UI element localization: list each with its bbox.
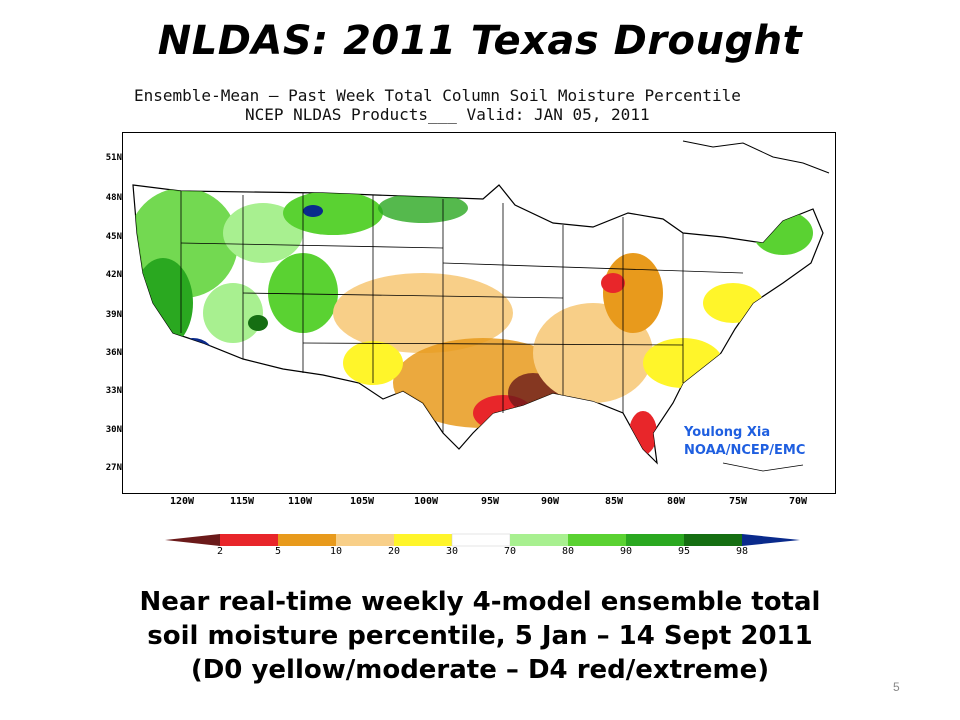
colorbar-swatch: [626, 534, 684, 546]
lon-label: 80W: [666, 496, 686, 507]
map-graphic: [132, 140, 830, 472]
caption-line3: (D0 yellow/moderate – D4 red/extreme): [190, 655, 770, 685]
colorbar-swatch: [394, 534, 452, 546]
colorbar-label: 80: [561, 546, 575, 557]
colorbar-label: 2: [216, 546, 224, 557]
lat-label: 36N: [105, 348, 122, 358]
colorbar-label: 95: [677, 546, 691, 557]
map-header-line2: NCEP NLDAS Products___ Valid: JAN 05, 20…: [245, 105, 650, 124]
lon-label: 90W: [540, 496, 560, 507]
colorbar-swatch: [568, 534, 626, 546]
colorbar-label: 98: [735, 546, 749, 557]
map-header: Ensemble-Mean — Past Week Total Column S…: [130, 86, 830, 124]
map-header-line1: Ensemble-Mean — Past Week Total Column S…: [134, 86, 741, 105]
colorbar-swatch: [220, 534, 278, 546]
slide-caption: Near real-time weekly 4-model ensemble t…: [40, 585, 920, 687]
lat-label: 45N: [105, 232, 122, 242]
colorbar-swatch: [336, 534, 394, 546]
lat-label: 33N: [105, 386, 122, 396]
colorbar-arrow-min: [165, 534, 220, 546]
colorbar-arrow-max: [742, 534, 800, 546]
colorbar-label: 30: [445, 546, 459, 557]
lat-label: 27N: [105, 463, 122, 473]
caption-line2: soil moisture percentile, 5 Jan – 14 Sep…: [147, 621, 813, 651]
soil-moisture-map: [122, 132, 836, 494]
slide-title: NLDAS: 2011 Texas Drought: [157, 18, 803, 64]
lon-label: 70W: [788, 496, 808, 507]
lon-label: 110W: [287, 496, 313, 507]
lon-label: 115W: [229, 496, 255, 507]
colorbar-label: 10: [329, 546, 343, 557]
lon-label: 105W: [349, 496, 375, 507]
caption-line1: Near real-time weekly 4-model ensemble t…: [139, 587, 821, 617]
colorbar-label: 90: [619, 546, 633, 557]
credit-org: NOAA/NCEP/EMC: [684, 443, 806, 458]
slide-number: 5: [893, 680, 900, 694]
lat-label: 42N: [105, 270, 122, 280]
lon-label: 85W: [604, 496, 624, 507]
lon-label: 75W: [728, 496, 748, 507]
colorbar-swatch: [510, 534, 568, 546]
colorbar: [165, 533, 800, 547]
colorbar-label: 70: [503, 546, 517, 557]
lon-label: 100W: [413, 496, 439, 507]
lat-label: 30N: [105, 425, 122, 435]
colorbar-label: 20: [387, 546, 401, 557]
credit-name: Youlong Xia: [684, 425, 771, 440]
colorbar-label: 5: [274, 546, 282, 557]
lat-label: 48N: [105, 193, 122, 203]
colorbar-swatch: [451, 533, 511, 547]
colorbar-swatch: [684, 534, 742, 546]
author-credit: Youlong Xia NOAA/NCEP/EMC: [684, 424, 805, 460]
lon-label: 120W: [169, 496, 195, 507]
lat-label: 39N: [105, 310, 122, 320]
colorbar-swatch: [278, 534, 336, 546]
lat-label: 51N: [105, 153, 122, 163]
lon-label: 95W: [480, 496, 500, 507]
